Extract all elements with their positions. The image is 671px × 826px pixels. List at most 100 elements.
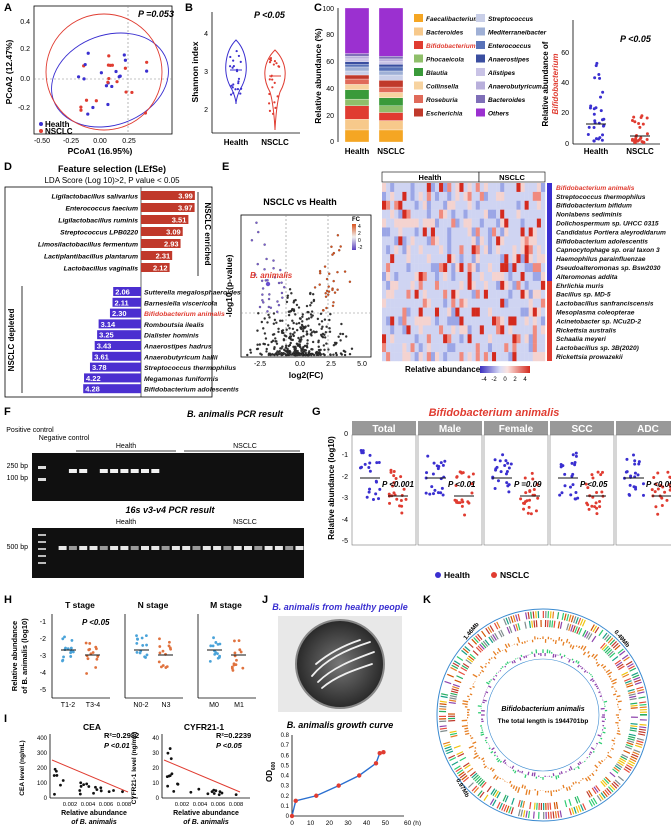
g-health-dot: [641, 482, 645, 486]
genome-feature: [639, 723, 647, 726]
volcano-point: [267, 297, 271, 301]
heat-cell: [524, 209, 529, 219]
heat-cell: [504, 218, 509, 228]
shannon-pvalue: P <0.05: [254, 10, 286, 20]
heat-row-label: Ehrlichia muris: [556, 283, 604, 290]
h-dot: [218, 655, 221, 659]
volcano-point: [339, 332, 342, 336]
heat-cell: [398, 236, 403, 246]
genome-feature: [466, 657, 474, 663]
genome-feature: [579, 618, 584, 626]
heat-cell: [390, 272, 395, 282]
gc-content: [582, 645, 587, 651]
gc-skew: [485, 691, 489, 694]
health-point: [83, 62, 87, 67]
genome-feature: [607, 650, 614, 657]
heat-cell: [512, 191, 517, 201]
genome-feature: [510, 807, 514, 815]
g-health-dot: [625, 470, 629, 474]
heat-cell: [487, 343, 493, 353]
legend-label: Others: [488, 111, 509, 118]
genome-feature: [605, 635, 612, 642]
heat-cell: [463, 334, 468, 344]
genome-feature: [581, 619, 586, 627]
heat-cell: [447, 236, 452, 246]
genome-feature: [630, 702, 638, 705]
g-health-dot: [436, 467, 440, 471]
volcano-point: [303, 344, 307, 348]
genome-feature: [484, 639, 490, 646]
heat-cell: [382, 334, 387, 344]
heat-cell: [483, 343, 489, 353]
fc-colorbar: [352, 224, 356, 250]
heat-cell: [508, 316, 513, 326]
volcano-point: [291, 327, 295, 330]
heat-cell: [434, 254, 440, 264]
heat-cell: [443, 254, 448, 264]
gc-content: [617, 730, 621, 732]
heat-cell: [402, 343, 407, 353]
gc-skew: [584, 760, 586, 763]
pcoa-xlabel: PCoA1 (16.95%): [68, 146, 133, 156]
g-ytick: -1: [342, 452, 348, 459]
g-health-dot: [368, 461, 372, 465]
gc-skew: [598, 741, 603, 745]
i-point: [112, 789, 115, 792]
heat-cell: [434, 298, 440, 308]
heat-cell: [406, 209, 411, 219]
health-dot: [601, 90, 605, 94]
heat-cell: [422, 209, 428, 219]
growth-point: [357, 773, 362, 778]
gc-content: [568, 641, 571, 644]
panel-a: A P =0.053 Health NSCLC 0.4 0.2 0.0 -0.2…: [4, 2, 174, 156]
genome-feature: [488, 636, 494, 644]
volcano-point: [281, 319, 284, 322]
heat-cell: [406, 325, 411, 335]
nsclc-point: [275, 62, 278, 65]
growth-point: [377, 751, 382, 756]
genome-feature: [448, 701, 456, 704]
gc-skew: [504, 762, 507, 765]
lefse-name: Megamonas funiformis: [144, 376, 219, 383]
volcano-point: [295, 322, 298, 325]
volcano-point: [292, 301, 295, 304]
health-dot: [599, 109, 603, 113]
heat-cell: [414, 325, 419, 335]
heat-cell: [390, 307, 395, 317]
genome-feature: [459, 773, 467, 779]
heat-cell: [410, 191, 415, 201]
heat-nsclc-bar: [547, 281, 552, 361]
heat-cell: [475, 236, 480, 246]
nsclc-point: [277, 65, 280, 68]
lefse-bar-enriched: [141, 215, 189, 224]
gc-content: [611, 678, 617, 683]
volcano-point: [350, 347, 354, 350]
i-fit-line: [51, 759, 129, 793]
genome-feature: [629, 757, 637, 763]
volcano-point: [339, 245, 342, 248]
gc-content: [581, 777, 584, 780]
heat-cell: [430, 227, 436, 237]
heat-cell: [500, 245, 505, 255]
h-dot: [136, 637, 139, 641]
heat-cell: [402, 307, 407, 317]
heat-cell: [516, 263, 521, 273]
heat-cell: [504, 200, 509, 210]
gc-skew: [581, 667, 584, 670]
g-health-dot: [499, 470, 503, 474]
lefse-bar-depleted: [89, 362, 141, 372]
heat-cell: [455, 343, 460, 353]
g-health-dot: [375, 461, 379, 465]
volcano-point: [324, 292, 327, 295]
genome-feature: [639, 703, 647, 706]
genome-feature: [602, 790, 608, 798]
heat-cell: [414, 280, 419, 290]
genome-feature: [574, 626, 578, 634]
health-point: [122, 53, 126, 57]
heat-cell: [516, 272, 521, 282]
heat-cell: [410, 254, 415, 264]
heat-legend-tick: 2: [513, 377, 517, 383]
heat-cell: [479, 227, 485, 237]
heat-cell: [439, 263, 444, 273]
health-point: [232, 91, 235, 95]
